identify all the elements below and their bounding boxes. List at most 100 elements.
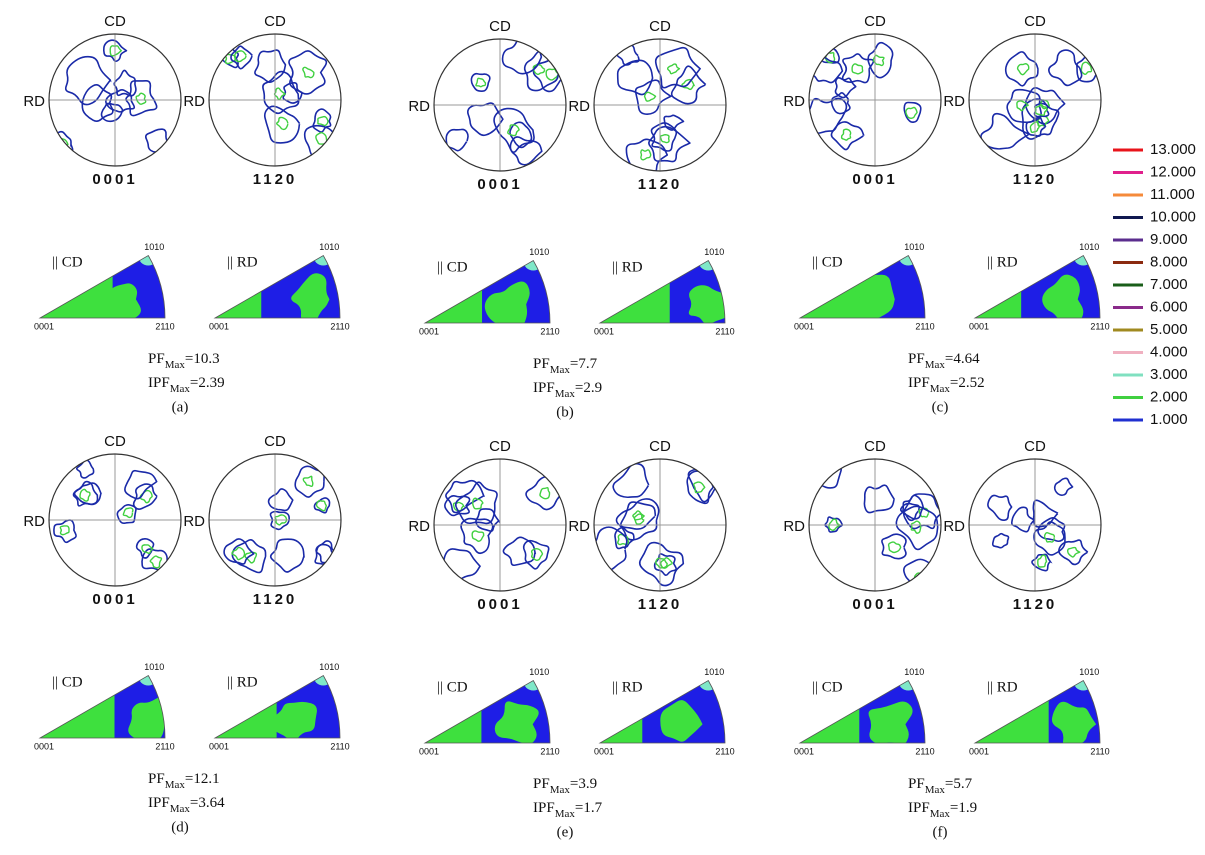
contour <box>1034 103 1048 116</box>
legend-label: 1.000 <box>1150 411 1188 428</box>
value: 2.39 <box>198 375 224 391</box>
contour <box>1016 100 1029 112</box>
value: 2.52 <box>958 375 984 391</box>
contour <box>81 83 114 123</box>
contour <box>654 46 702 89</box>
equals: = <box>185 771 193 787</box>
cd-label: CD <box>1024 438 1046 455</box>
contour <box>522 539 550 570</box>
contour <box>1048 49 1083 87</box>
contour <box>666 63 681 75</box>
contour <box>1004 51 1039 87</box>
ipf-fill <box>128 697 165 738</box>
pole-figure-outline <box>968 33 1102 167</box>
subscript: Max <box>930 808 951 820</box>
contour <box>670 65 707 105</box>
pole-figure <box>49 39 172 157</box>
max-value: PFMax=7.7 <box>533 356 598 375</box>
ipf-corner: 1010 <box>144 662 164 672</box>
ipf-corner: 0001 <box>209 741 229 751</box>
pole-figure-outline <box>593 458 727 592</box>
contour <box>633 513 646 525</box>
ipf-fill <box>270 701 317 738</box>
label-prefix: PF <box>908 776 925 792</box>
ipf-corner: 1010 <box>529 667 549 677</box>
panel-letter: (f) <box>933 824 948 840</box>
ipf-direction: || CD <box>437 259 468 275</box>
contour <box>1010 506 1036 533</box>
legend-label: 7.000 <box>1150 276 1188 293</box>
pole-figure <box>221 45 339 159</box>
contour <box>122 507 134 519</box>
contour <box>452 501 466 512</box>
value: 4.64 <box>953 351 980 367</box>
contour <box>274 514 288 526</box>
contour <box>632 510 645 521</box>
ipf-outline <box>38 254 166 319</box>
contour <box>263 105 302 144</box>
contour <box>530 547 544 561</box>
contour <box>444 495 471 517</box>
panel-letter: (e) <box>557 824 574 840</box>
ipf-outline <box>798 254 926 319</box>
max-value: PFMax=5.7 <box>908 776 973 795</box>
contour <box>1043 531 1056 543</box>
equals: = <box>575 800 583 816</box>
contour <box>1024 87 1066 125</box>
contour <box>851 63 864 75</box>
contour <box>872 54 885 67</box>
ipf-fill <box>291 273 330 318</box>
contour <box>109 45 123 57</box>
rd-label: RD <box>183 513 205 530</box>
plane-label: 0001 <box>852 171 897 188</box>
contour <box>79 488 91 502</box>
ipf-fill <box>688 285 725 323</box>
contour <box>1016 63 1030 76</box>
plane-label: 0001 <box>92 171 137 188</box>
contour <box>1025 116 1047 137</box>
ipf-corner: 0001 <box>794 746 814 756</box>
contour <box>1058 539 1089 566</box>
contour <box>141 544 154 555</box>
contour <box>294 465 325 498</box>
rd-label: RD <box>783 93 805 110</box>
pole-figure <box>980 49 1101 150</box>
ipf-corner: 1010 <box>319 662 339 672</box>
ipf-corner: 0001 <box>594 326 614 336</box>
ipf-outline <box>423 259 551 324</box>
max-value: PFMax=3.9 <box>533 776 597 795</box>
contour <box>830 121 865 151</box>
contour <box>125 79 158 117</box>
contour <box>653 553 677 577</box>
contour <box>288 50 328 95</box>
rd-label: RD <box>23 93 45 110</box>
pole-figure-outline <box>208 453 342 587</box>
legend-label: 3.000 <box>1150 366 1188 383</box>
rd-label: RD <box>568 518 590 535</box>
cd-label: CD <box>264 433 286 450</box>
subscript: Max <box>550 364 571 376</box>
ipf-corner: 0001 <box>419 326 439 336</box>
contour <box>113 69 137 97</box>
contour <box>594 526 628 571</box>
contour <box>815 465 842 489</box>
contour <box>460 517 494 555</box>
subscript: Max <box>925 359 946 371</box>
contour <box>693 481 706 494</box>
pole-figure-outline <box>48 33 182 167</box>
pole-figure <box>815 465 941 591</box>
ipf-corner: 1010 <box>904 667 924 677</box>
contour <box>910 520 922 534</box>
ipf-corner: 0001 <box>34 321 54 331</box>
plane-label: 0001 <box>477 176 522 193</box>
ipf-fill <box>660 700 703 742</box>
label-prefix: PF <box>908 351 925 367</box>
pole-figure-outline <box>433 458 567 592</box>
subscript: Max <box>925 784 946 796</box>
ipf-direction: || CD <box>52 254 83 270</box>
subscript: Max <box>165 779 186 791</box>
equals: = <box>575 380 583 396</box>
label-prefix: PF <box>533 776 550 792</box>
max-value: IPFMax=1.9 <box>908 800 977 819</box>
